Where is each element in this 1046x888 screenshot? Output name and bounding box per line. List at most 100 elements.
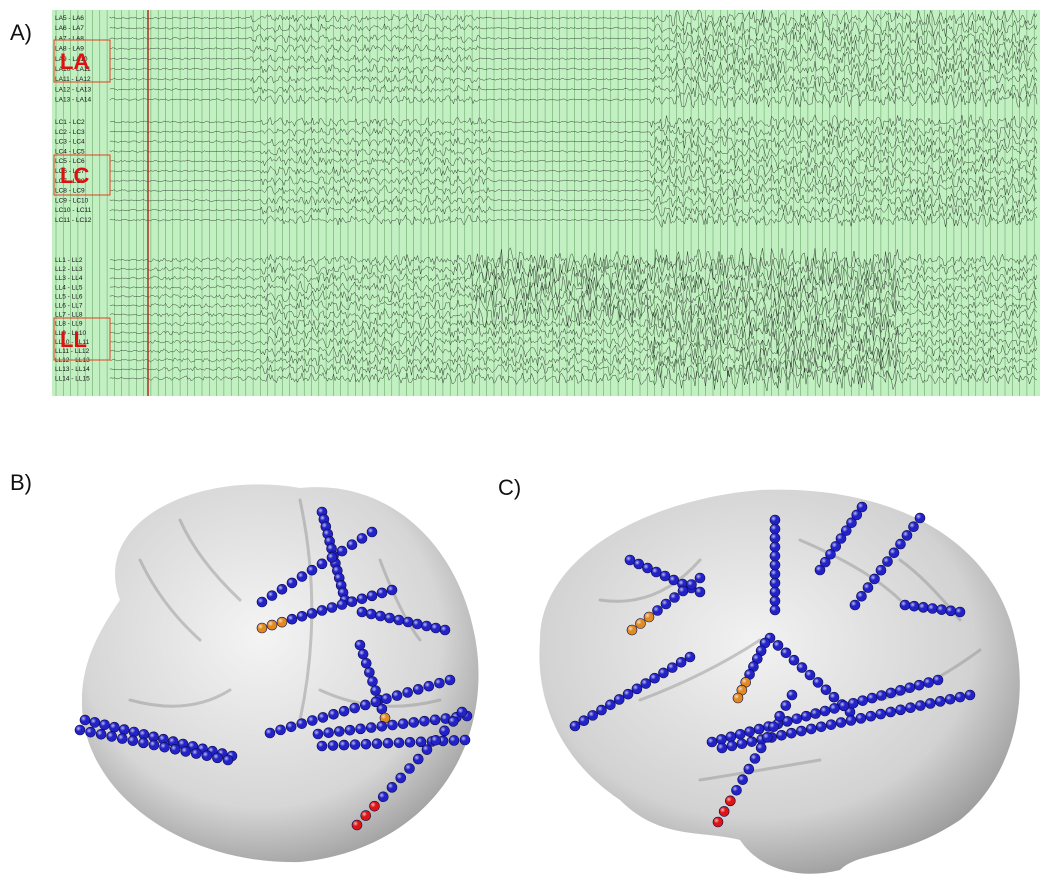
- contact-highlight: [361, 739, 371, 749]
- contact-highlight: [317, 605, 327, 615]
- contact-highlight: [733, 693, 743, 703]
- contact-highlight: [449, 735, 459, 745]
- contact-highlight: [806, 724, 816, 734]
- contact-highlight: [918, 602, 928, 612]
- contact-highlight: [149, 740, 159, 750]
- contact-highlight: [409, 717, 419, 727]
- contact-highlight: [813, 677, 823, 687]
- contact-highlight: [419, 716, 429, 726]
- contact-highlight: [770, 596, 780, 606]
- contact-highlight: [770, 605, 780, 615]
- contact-highlight: [337, 600, 347, 610]
- contact-highlight: [287, 614, 297, 624]
- contact-highlight: [297, 572, 307, 582]
- contact-highlight: [378, 792, 388, 802]
- contact-highlight: [394, 615, 404, 625]
- channel-label: LA12 - LA13: [55, 86, 92, 93]
- contact-highlight: [128, 736, 138, 746]
- contact-highlight: [347, 597, 357, 607]
- contact-highlight: [937, 605, 947, 615]
- channel-label: LL5 - LL6: [55, 293, 83, 300]
- contact-highlight: [653, 606, 663, 616]
- contact-highlight: [350, 703, 360, 713]
- contact-highlight: [570, 721, 580, 731]
- contact-highlight: [713, 817, 723, 827]
- contact-highlight: [424, 681, 434, 691]
- panel-label: C): [498, 475, 521, 500]
- contact-highlight: [405, 764, 415, 774]
- contact-highlight: [726, 732, 736, 742]
- contact-highlight: [413, 754, 423, 764]
- contact-highlight: [313, 729, 323, 739]
- contact-highlight: [358, 649, 368, 659]
- channel-label: LC4 - LC5: [55, 148, 85, 155]
- contact-highlight: [460, 735, 470, 745]
- contact-highlight: [352, 820, 362, 830]
- channel-label: LC11 - LC12: [55, 217, 92, 224]
- contact-highlight: [678, 586, 688, 596]
- contact-highlight: [361, 658, 371, 668]
- contact-highlight: [846, 715, 856, 725]
- channel-label: LL3 - LL4: [55, 275, 83, 282]
- contact-highlight: [863, 583, 873, 593]
- contact-highlight: [695, 587, 705, 597]
- contact-highlight: [276, 725, 286, 735]
- contact-highlight: [857, 502, 867, 512]
- contact-highlight: [773, 640, 783, 650]
- contact-highlight: [886, 688, 896, 698]
- contact-highlight: [202, 751, 212, 761]
- channel-label: LL14 - LL15: [55, 375, 90, 382]
- contact-highlight: [366, 609, 376, 619]
- contact-highlight: [377, 588, 387, 598]
- contact-highlight: [797, 663, 807, 673]
- contact-highlight: [360, 700, 370, 710]
- contact-highlight: [826, 720, 836, 730]
- contact-highlight: [787, 690, 797, 700]
- contact-highlight: [413, 684, 423, 694]
- contact-highlight: [756, 743, 766, 753]
- contact-highlight: [770, 515, 780, 525]
- contact-highlight: [883, 557, 893, 567]
- group-label: LA: [60, 49, 89, 74]
- contact-highlight: [422, 745, 432, 755]
- contact-highlight: [732, 785, 742, 795]
- contact-highlight: [327, 552, 337, 562]
- contact-highlight: [307, 716, 317, 726]
- contact-highlight: [75, 725, 85, 735]
- contact-highlight: [769, 722, 779, 732]
- contact-highlight: [212, 753, 222, 763]
- contact-highlight: [328, 741, 338, 751]
- contact-highlight: [100, 720, 110, 730]
- contact-highlight: [877, 691, 887, 701]
- contact-highlight: [334, 726, 344, 736]
- channel-label: LL12 - LL13: [55, 357, 90, 364]
- contact-highlight: [357, 533, 367, 543]
- contact-highlight: [357, 607, 367, 617]
- contact-highlight: [915, 701, 925, 711]
- contact-highlight: [770, 542, 780, 552]
- contact-highlight: [307, 565, 317, 575]
- contact-highlight: [914, 680, 924, 690]
- contact-highlight: [829, 703, 839, 713]
- contact-highlight: [928, 604, 938, 614]
- contact-highlight: [327, 603, 337, 613]
- contact-highlight: [375, 611, 385, 621]
- contact-highlight: [329, 709, 339, 719]
- contact-highlight: [750, 754, 760, 764]
- contact-highlight: [267, 591, 277, 601]
- group-label: LL: [60, 327, 87, 352]
- contact-highlight: [337, 546, 347, 556]
- contact-highlight: [896, 705, 906, 715]
- contact-highlight: [965, 690, 975, 700]
- contact-highlight: [636, 619, 646, 629]
- contact-highlight: [886, 707, 896, 717]
- contact-highlight: [422, 621, 432, 631]
- contact-highlight: [440, 625, 450, 635]
- contact-highlight: [366, 723, 376, 733]
- channel-label: LC9 - LC10: [55, 197, 89, 204]
- contact-highlight: [317, 741, 327, 751]
- contact-highlight: [902, 530, 912, 540]
- contact-highlight: [403, 617, 413, 627]
- contact-highlight: [955, 692, 965, 702]
- contact-highlight: [370, 801, 380, 811]
